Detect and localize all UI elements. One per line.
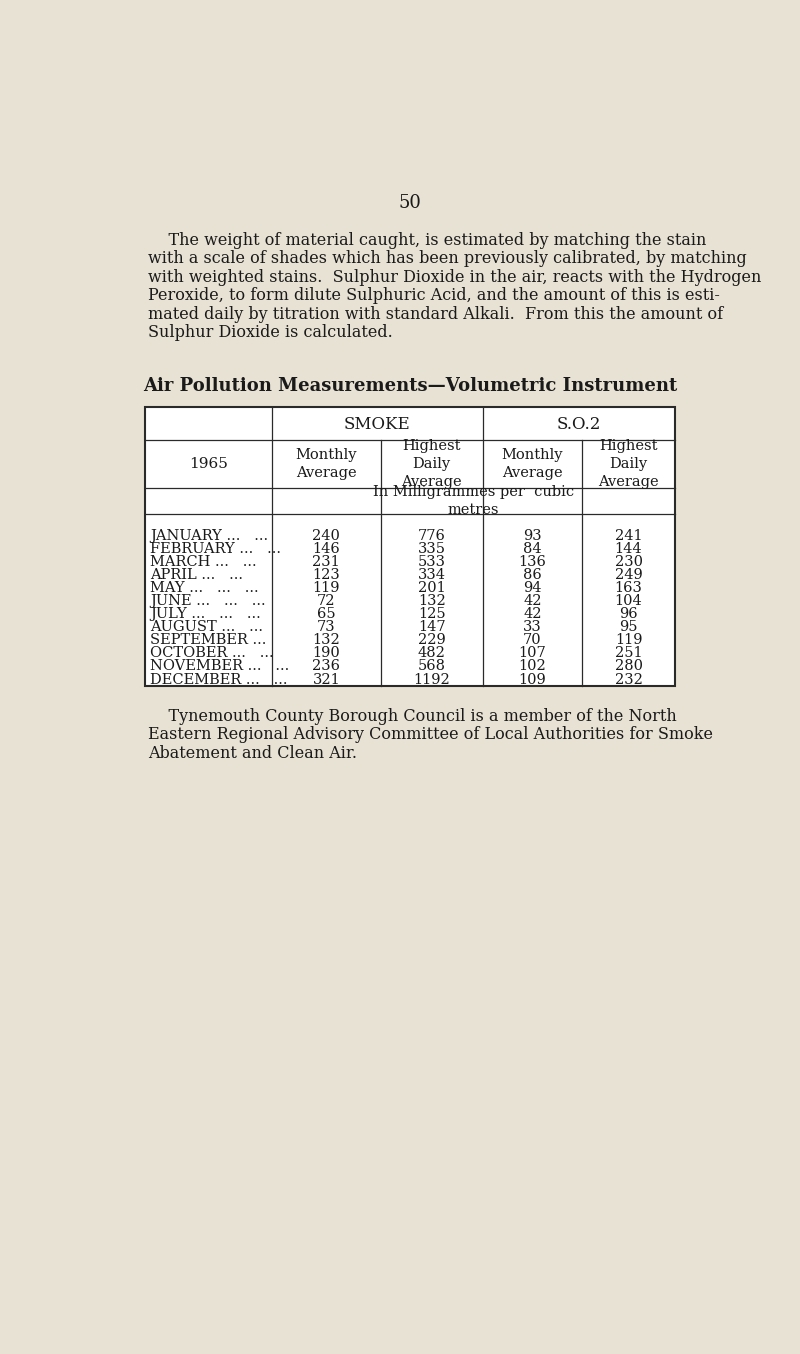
Text: 249: 249	[614, 567, 642, 582]
Text: MARCH ...   ...: MARCH ... ...	[150, 555, 257, 569]
Text: 147: 147	[418, 620, 446, 634]
Text: JANUARY ...   ...: JANUARY ... ...	[150, 528, 269, 543]
Text: JUNE ...   ...   ...: JUNE ... ... ...	[150, 594, 266, 608]
Text: 107: 107	[518, 646, 546, 661]
Text: with weighted stains.  Sulphur Dioxide in the air, reacts with the Hydrogen: with weighted stains. Sulphur Dioxide in…	[148, 268, 762, 286]
Text: 240: 240	[312, 528, 340, 543]
Text: In Milligrammes per  cubic
metres: In Milligrammes per cubic metres	[373, 485, 574, 516]
Text: 568: 568	[418, 659, 446, 673]
Text: SEPTEMBER ...: SEPTEMBER ...	[150, 634, 266, 647]
Text: mated daily by titration with standard Alkali.  From this the amount of: mated daily by titration with standard A…	[148, 306, 723, 322]
Text: FEBRUARY ...   ...: FEBRUARY ... ...	[150, 542, 282, 555]
Text: 86: 86	[523, 567, 542, 582]
Text: 334: 334	[418, 567, 446, 582]
Text: 95: 95	[619, 620, 638, 634]
Text: Abatement and Clean Air.: Abatement and Clean Air.	[148, 745, 357, 761]
Text: SMOKE: SMOKE	[344, 416, 411, 433]
Text: Air Pollution Measurements—Volumetric Instrument: Air Pollution Measurements—Volumetric In…	[143, 376, 677, 395]
Text: 125: 125	[418, 607, 446, 621]
Text: Monthly
Average: Monthly Average	[295, 448, 357, 479]
Text: 70: 70	[523, 634, 542, 647]
Text: Highest
Daily
Average: Highest Daily Average	[598, 439, 659, 489]
Text: 136: 136	[518, 555, 546, 569]
Text: with a scale of shades which has been previously calibrated, by matching: with a scale of shades which has been pr…	[148, 250, 747, 267]
Text: Monthly
Average: Monthly Average	[502, 448, 563, 479]
Text: 96: 96	[619, 607, 638, 621]
Bar	[145, 408, 675, 686]
Text: 119: 119	[615, 634, 642, 647]
Text: 229: 229	[418, 634, 446, 647]
Text: 1192: 1192	[414, 673, 450, 686]
Text: 84: 84	[523, 542, 542, 555]
Text: 102: 102	[518, 659, 546, 673]
Text: APRIL ...   ...: APRIL ... ...	[150, 567, 243, 582]
Text: 482: 482	[418, 646, 446, 661]
Text: Peroxide, to form dilute Sulphuric Acid, and the amount of this is esti-: Peroxide, to form dilute Sulphuric Acid,…	[148, 287, 720, 305]
Text: 190: 190	[313, 646, 340, 661]
Text: 231: 231	[313, 555, 340, 569]
Text: Sulphur Dioxide is calculated.: Sulphur Dioxide is calculated.	[148, 324, 393, 341]
Text: 109: 109	[518, 673, 546, 686]
Text: 776: 776	[418, 528, 446, 543]
Text: 201: 201	[418, 581, 446, 594]
Text: 241: 241	[614, 528, 642, 543]
Text: 65: 65	[317, 607, 336, 621]
Text: 119: 119	[313, 581, 340, 594]
Text: 251: 251	[614, 646, 642, 661]
Text: S.O.2: S.O.2	[557, 416, 601, 433]
Text: 132: 132	[313, 634, 340, 647]
Text: The weight of material caught, is estimated by matching the stain: The weight of material caught, is estima…	[148, 232, 706, 249]
Text: 533: 533	[418, 555, 446, 569]
Text: 33: 33	[523, 620, 542, 634]
Text: OCTOBER ...   ...: OCTOBER ... ...	[150, 646, 274, 661]
Text: 73: 73	[317, 620, 336, 634]
Text: Tynemouth County Borough Council is a member of the North: Tynemouth County Borough Council is a me…	[148, 708, 677, 724]
Text: JULY ...   ...   ...: JULY ... ... ...	[150, 607, 261, 621]
Text: DECEMBER ...   ...: DECEMBER ... ...	[150, 673, 288, 686]
Text: 146: 146	[313, 542, 340, 555]
Text: 123: 123	[313, 567, 340, 582]
Text: NOVEMBER ...   ...: NOVEMBER ... ...	[150, 659, 290, 673]
Text: 72: 72	[317, 594, 335, 608]
Text: 132: 132	[418, 594, 446, 608]
Text: AUGUST ...   ...: AUGUST ... ...	[150, 620, 263, 634]
Text: 144: 144	[614, 542, 642, 555]
Text: MAY ...   ...   ...: MAY ... ... ...	[150, 581, 259, 594]
Text: 230: 230	[614, 555, 642, 569]
Text: 104: 104	[614, 594, 642, 608]
Text: Eastern Regional Advisory Committee of Local Authorities for Smoke: Eastern Regional Advisory Committee of L…	[148, 726, 713, 743]
Text: 335: 335	[418, 542, 446, 555]
Text: 93: 93	[523, 528, 542, 543]
Text: 50: 50	[398, 194, 422, 211]
Text: 321: 321	[313, 673, 340, 686]
Text: 94: 94	[523, 581, 542, 594]
Text: 232: 232	[614, 673, 642, 686]
Text: 163: 163	[614, 581, 642, 594]
Text: 236: 236	[312, 659, 340, 673]
Text: 1965: 1965	[189, 456, 228, 471]
Text: Highest
Daily
Average: Highest Daily Average	[402, 439, 462, 489]
Text: 42: 42	[523, 607, 542, 621]
Text: 42: 42	[523, 594, 542, 608]
Text: 280: 280	[614, 659, 642, 673]
